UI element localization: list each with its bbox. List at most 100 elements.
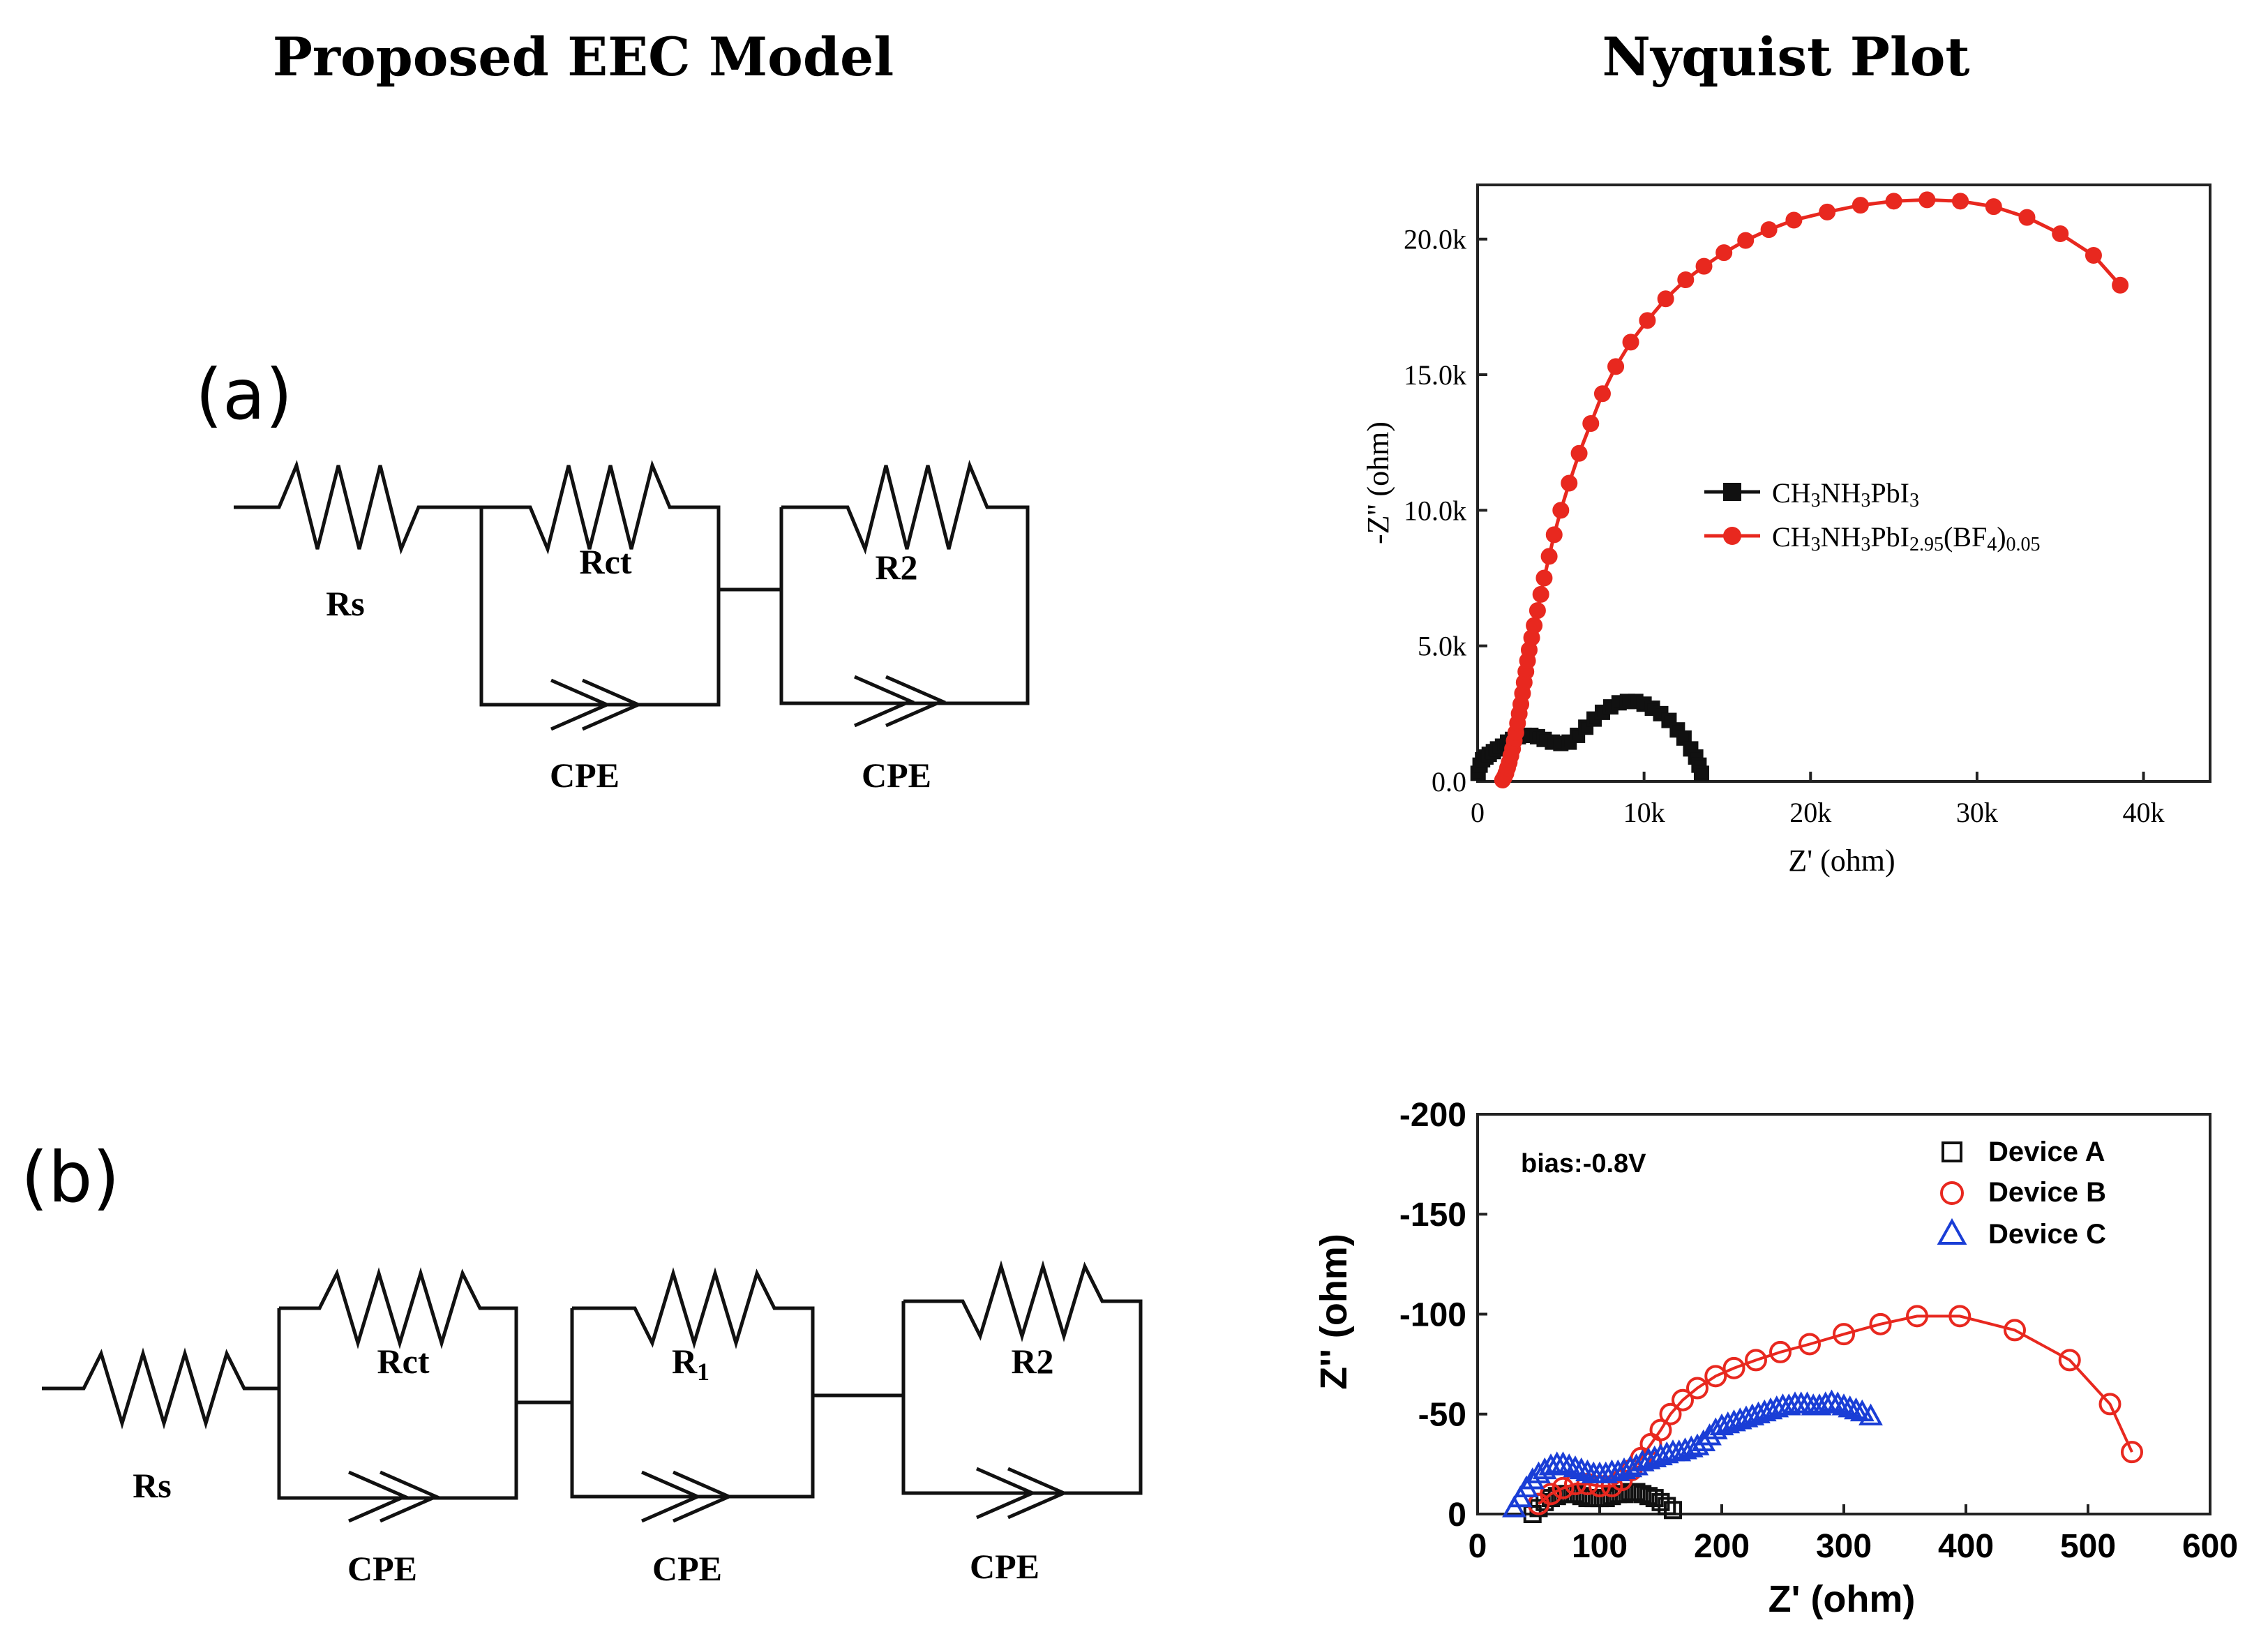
legend-top-1-f: 3 [1909, 490, 1919, 511]
bottom-series-0-point [1596, 1489, 1615, 1508]
circuit-b-rct-label: Rct [377, 1342, 430, 1381]
circuit-b-r2-loop [901, 1260, 1143, 1495]
top-series-1-point [1760, 221, 1778, 239]
plot-frame-top [1476, 183, 2211, 783]
top-series-1-point [1819, 203, 1836, 220]
bottom-series-1-point [1649, 1418, 1672, 1441]
circuit-a-cpe1-label: CPE [550, 756, 619, 795]
bottom-series-2-point [1831, 1393, 1856, 1416]
bottom-series-1-point [2098, 1393, 2121, 1416]
circuit-a-rct-label: Rct [580, 542, 632, 581]
circuit-b-wire-main [42, 1347, 279, 1430]
circuit-b-label: (b) [21, 1137, 120, 1218]
top-series-1-point [2052, 225, 2069, 242]
bottom-series-1-point [1672, 1388, 1694, 1411]
bottom-series-0-point [1664, 1501, 1682, 1520]
bottom-series-1-point [1552, 1476, 1575, 1499]
top-series-1-point [1532, 585, 1549, 603]
bias-annotation: bias:-0.8V [1521, 1149, 1646, 1178]
top-x-tick-label: 40k [2123, 797, 2165, 828]
bottom-x-tick-label: 100 [1572, 1528, 1628, 1565]
circuit-a-rct-loop [479, 460, 721, 707]
bottom-series-1-point [1948, 1305, 1972, 1328]
axis-ticks-bottom: 0 100 200 300 400 500 600 0 -50 -100 -150 -200 [1399, 1097, 2238, 1565]
x-axis-label-bottom: Z' (ohm) [1768, 1578, 1916, 1620]
bottom-series-2-point [1795, 1391, 1819, 1414]
top-series-1-point [1985, 198, 2002, 216]
circuit-b-r1-main: R [672, 1342, 698, 1381]
legend-top-marker-1 [1723, 483, 1741, 501]
top-series-1-point [1785, 211, 1803, 229]
circuit-a-cpe1-symbol [550, 678, 643, 731]
top-x-tick-label: 0 [1471, 797, 1485, 828]
top-y-tick-label: 5.0k [1418, 631, 1466, 662]
legend-top-2-d: 3 [1861, 534, 1870, 555]
circuit-b-cpe1-label: CPE [347, 1549, 417, 1588]
legend-top-marker-2 [1723, 527, 1741, 545]
legend-bottom-label-1: Device A [1988, 1137, 2105, 1167]
legend-top-2-e: PbI [1870, 521, 1909, 553]
top-series-1-point [1952, 193, 1969, 210]
circuit-b-cpe1-symbol [347, 1470, 441, 1523]
top-series-1-point [1677, 271, 1695, 289]
bottom-x-tick-label: 500 [2060, 1528, 2116, 1565]
nyquist-chart-bottom: 0 100 200 300 400 500 600 0 -50 -100 -150 -200 bias… [1313, 1097, 2238, 1620]
bottom-series-0-point [1658, 1497, 1676, 1515]
circuit-b-r1-label: R1 [672, 1342, 709, 1386]
circuit-a-r2-loop [779, 460, 1030, 705]
circuit-b-cpe3-symbol [975, 1467, 1069, 1520]
bottom-series-1-point [2058, 1349, 2081, 1372]
y-axis-label-top: -Z'' (ohm) [1361, 421, 1395, 544]
bottom-x-tick-label: 300 [1816, 1528, 1872, 1565]
top-x-tick-label: 10k [1623, 797, 1665, 828]
circuit-b-cpe2-symbol [640, 1470, 734, 1523]
bottom-series-2-point [1838, 1395, 1863, 1418]
top-series-1-point [1657, 290, 1674, 308]
legend-top-2-c: NH [1821, 521, 1861, 553]
bottom-series-2-point [1575, 1459, 1600, 1482]
circuit-a: (a) Rs Rct CPE R2 CPE [195, 354, 1030, 795]
bottom-series-1-point [1704, 1365, 1727, 1388]
top-series-1-point [1695, 257, 1713, 275]
bottom-series-2-point [1569, 1457, 1594, 1480]
circuit-a-label: (a) [195, 354, 292, 435]
circuit-b-cpe3-label: CPE [970, 1547, 1039, 1586]
bottom-y-tick-label: -150 [1399, 1197, 1466, 1234]
bottom-series-2-point [1825, 1391, 1850, 1414]
bottom-series-0-point [1627, 1483, 1646, 1501]
legend-top-1-a: CH [1772, 477, 1811, 509]
top-series-1-point [1918, 191, 1936, 209]
top-series-1-point [1737, 232, 1755, 249]
bottom-series-1-point [1769, 1340, 1792, 1363]
legend-top-1-e: PbI [1870, 477, 1909, 509]
top-y-tick-label: 15.0k [1404, 359, 1466, 391]
legend-top-entry-1: CH3NH3PbI3 [1772, 477, 1919, 511]
bottom-series-1-point [1686, 1377, 1708, 1400]
legend-bottom-marker-2 [1940, 1181, 1964, 1205]
circuit-b-cpe2-label: CPE [652, 1549, 722, 1588]
y-axis-label-bottom: Z'' (ohm) [1313, 1234, 1355, 1390]
top-series-1-point [1561, 474, 1578, 492]
bottom-series-0-point [1572, 1487, 1591, 1506]
top-series-1-point [1535, 569, 1553, 587]
circuit-b-rct-loop [277, 1267, 518, 1500]
bottom-series-2-point [1563, 1455, 1588, 1478]
bottom-x-tick-label: 0 [1469, 1528, 1487, 1565]
top-x-tick-label: 20k [1789, 797, 1831, 828]
top-series-1-point [1582, 415, 1600, 432]
legend-top-2-i: ) [1997, 521, 2006, 553]
top-series-1-point [1570, 444, 1588, 462]
bottom-y-tick-label: 0 [1448, 1497, 1466, 1534]
top-x-tick-label: 30k [1956, 797, 1998, 828]
bottom-series-1-point [2004, 1319, 2026, 1342]
top-series-1-point [1622, 334, 1639, 351]
top-series-1-point [1529, 602, 1546, 620]
bottom-x-tick-label: 400 [1938, 1528, 1994, 1565]
top-series-1-point [1526, 617, 1543, 634]
legend-bottom: Device A Device B Device C [1937, 1137, 2106, 1250]
circuit-b-r1-loop [570, 1267, 815, 1499]
legend-bottom-label-2: Device B [1988, 1177, 2106, 1208]
top-y-tick-label: 0.0 [1432, 766, 1466, 797]
top-series-1-point [1552, 502, 1570, 519]
top-y-tick-label: 10.0k [1404, 495, 1466, 526]
